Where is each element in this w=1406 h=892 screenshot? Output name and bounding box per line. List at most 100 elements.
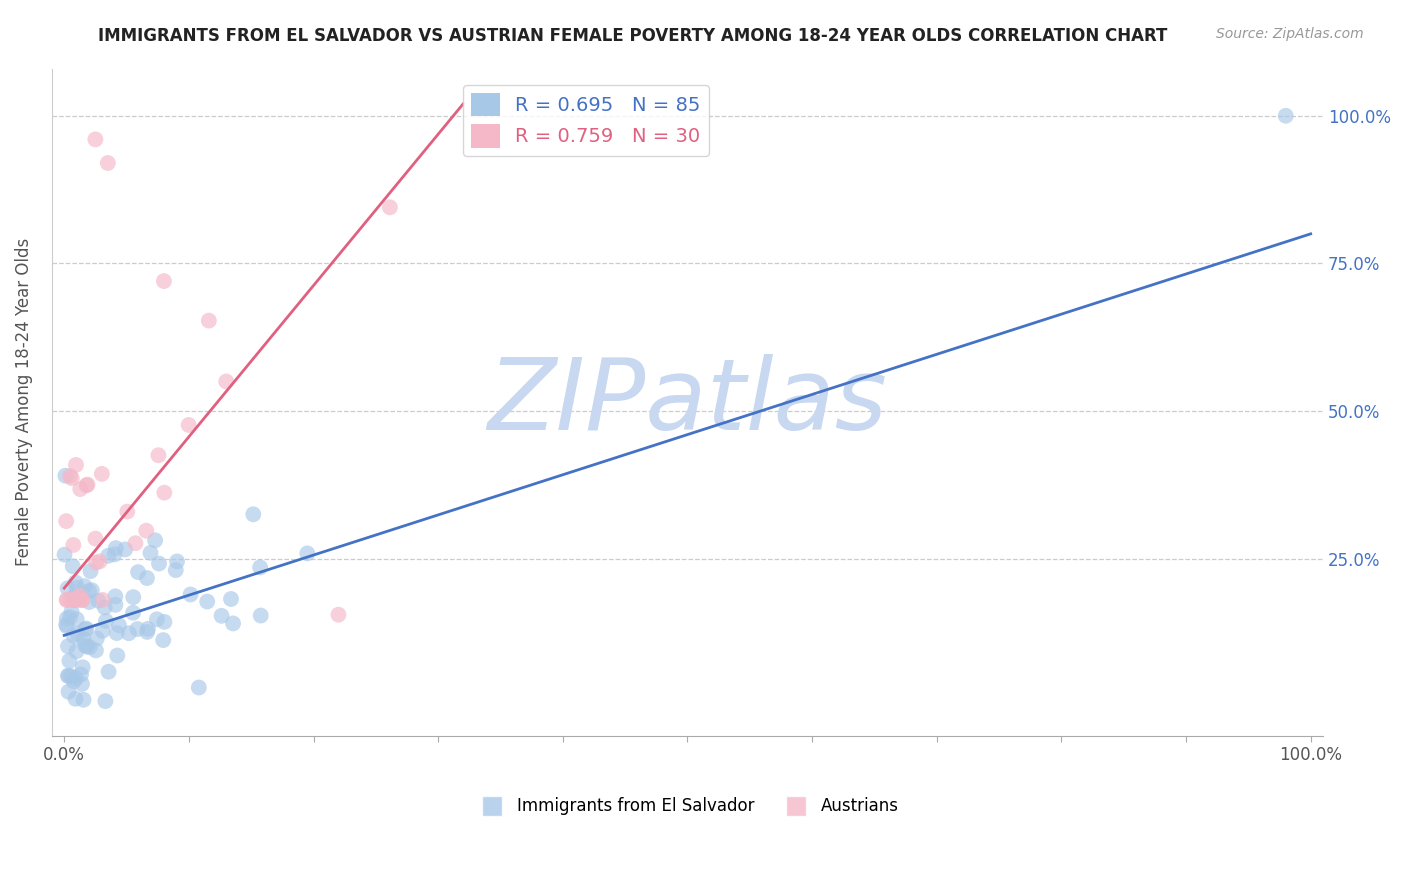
Point bbox=[70, 677, 93, 691]
Point bbox=[91, 593, 114, 607]
Point bbox=[66, 581, 89, 595]
Point bbox=[94, 694, 117, 708]
Point bbox=[65, 575, 87, 590]
Point bbox=[73, 579, 96, 593]
Point bbox=[97, 665, 120, 679]
Point bbox=[153, 274, 176, 288]
Point bbox=[59, 610, 82, 624]
Point bbox=[328, 607, 350, 622]
Point bbox=[136, 571, 159, 585]
Point bbox=[108, 618, 131, 632]
Point bbox=[165, 563, 187, 577]
Point bbox=[249, 608, 271, 623]
Point bbox=[62, 559, 84, 574]
Point bbox=[215, 375, 238, 389]
Point bbox=[55, 593, 77, 607]
Point bbox=[62, 538, 84, 552]
Point bbox=[72, 593, 94, 607]
Point bbox=[152, 633, 174, 648]
Point bbox=[70, 667, 93, 681]
Point bbox=[86, 632, 108, 646]
Text: ZIPatlas: ZIPatlas bbox=[488, 353, 887, 450]
Point bbox=[378, 200, 401, 214]
Point bbox=[69, 589, 91, 603]
Point bbox=[139, 546, 162, 560]
Point bbox=[87, 593, 110, 607]
Point bbox=[94, 614, 117, 628]
Point bbox=[242, 508, 264, 522]
Point bbox=[103, 547, 125, 561]
Point bbox=[63, 593, 86, 607]
Point bbox=[180, 587, 202, 601]
Point bbox=[67, 593, 90, 607]
Point bbox=[73, 747, 96, 761]
Point bbox=[97, 156, 120, 170]
Point bbox=[58, 668, 80, 682]
Point bbox=[75, 639, 97, 653]
Point bbox=[198, 313, 221, 327]
Point bbox=[90, 467, 112, 481]
Point bbox=[65, 593, 87, 607]
Point bbox=[75, 622, 97, 636]
Point bbox=[297, 546, 319, 560]
Point bbox=[222, 616, 245, 631]
Point bbox=[219, 592, 242, 607]
Point bbox=[72, 593, 94, 607]
Point bbox=[55, 468, 77, 483]
Point bbox=[60, 669, 83, 683]
Point bbox=[77, 595, 100, 609]
Point bbox=[65, 458, 87, 472]
Point bbox=[79, 564, 101, 578]
Point bbox=[1274, 109, 1296, 123]
Point bbox=[72, 692, 94, 706]
Point bbox=[117, 505, 139, 519]
Point bbox=[148, 448, 170, 462]
Point bbox=[76, 477, 98, 491]
Point bbox=[77, 583, 100, 598]
Point bbox=[56, 593, 79, 607]
Point bbox=[55, 617, 77, 632]
Point bbox=[55, 514, 77, 528]
Point bbox=[56, 669, 79, 683]
Legend: Immigrants from El Salvador, Austrians: Immigrants from El Salvador, Austrians bbox=[468, 791, 905, 822]
Point bbox=[118, 626, 141, 640]
Point bbox=[56, 619, 79, 633]
Point bbox=[72, 632, 94, 647]
Point bbox=[122, 606, 145, 620]
Point bbox=[146, 612, 169, 626]
Point bbox=[62, 674, 84, 689]
Point bbox=[84, 643, 107, 657]
Point bbox=[56, 611, 79, 625]
Point bbox=[187, 681, 209, 695]
Point bbox=[62, 591, 84, 605]
Point bbox=[114, 542, 136, 557]
Text: Source: ZipAtlas.com: Source: ZipAtlas.com bbox=[1216, 27, 1364, 41]
Point bbox=[62, 629, 84, 643]
Point bbox=[136, 624, 159, 639]
Point bbox=[84, 132, 107, 146]
Point bbox=[56, 640, 79, 654]
Point bbox=[66, 612, 89, 626]
Point bbox=[65, 672, 87, 686]
Point bbox=[59, 469, 82, 483]
Point bbox=[60, 471, 83, 485]
Point bbox=[84, 532, 107, 546]
Point bbox=[177, 417, 200, 432]
Point bbox=[75, 623, 97, 637]
Point bbox=[93, 600, 115, 615]
Point bbox=[58, 684, 80, 698]
Point bbox=[84, 556, 107, 570]
Point bbox=[153, 485, 176, 500]
Point bbox=[65, 691, 87, 706]
Point bbox=[69, 482, 91, 496]
Point bbox=[59, 593, 82, 607]
Point bbox=[127, 565, 149, 579]
Point bbox=[105, 648, 128, 663]
Point bbox=[63, 593, 86, 607]
Point bbox=[124, 536, 146, 550]
Point bbox=[143, 533, 166, 548]
Point bbox=[91, 624, 114, 638]
Point bbox=[104, 590, 127, 604]
Point bbox=[104, 541, 127, 555]
Point bbox=[249, 560, 271, 574]
